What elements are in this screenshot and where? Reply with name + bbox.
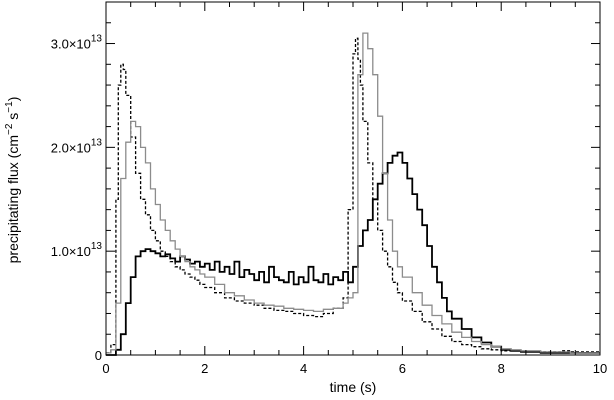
- y-tick-label: 0: [95, 348, 102, 363]
- x-tick-label: 6: [399, 361, 406, 376]
- y-axis-title: precipitating flux (cm−2 s−1): [4, 97, 21, 264]
- tick-label-layer: 0 2 4 6 8 10 0 1.0×1013 2.0×1013 3.0×1013: [51, 34, 607, 376]
- y-axis-title-mid: s: [5, 113, 21, 124]
- series-layer: [106, 32, 600, 356]
- y-axis-title-exp1: −2: [4, 123, 15, 135]
- y-axis-title-end: ): [5, 97, 21, 102]
- x-tick-label: 2: [201, 361, 208, 376]
- y-tick-label: 3.0×1013: [51, 34, 103, 52]
- y-axis-title-main: precipitating flux (cm: [5, 135, 21, 263]
- y-axis-title-exp2: −1: [4, 101, 15, 113]
- x-axis-title: time (s): [330, 379, 377, 395]
- series-line-1: [106, 151, 600, 356]
- x-tick-label: 10: [593, 361, 607, 376]
- y-tick-label: 1.0×1013: [51, 241, 103, 259]
- series-line-3: [106, 32, 600, 354]
- x-tick-label: 8: [498, 361, 505, 376]
- y-tick-label: 2.0×1013: [51, 137, 103, 155]
- x-tick-label: 4: [300, 361, 307, 376]
- x-tick-label: 0: [102, 361, 109, 376]
- series-line-2: [106, 37, 600, 354]
- tick-layer: [105, 2, 601, 356]
